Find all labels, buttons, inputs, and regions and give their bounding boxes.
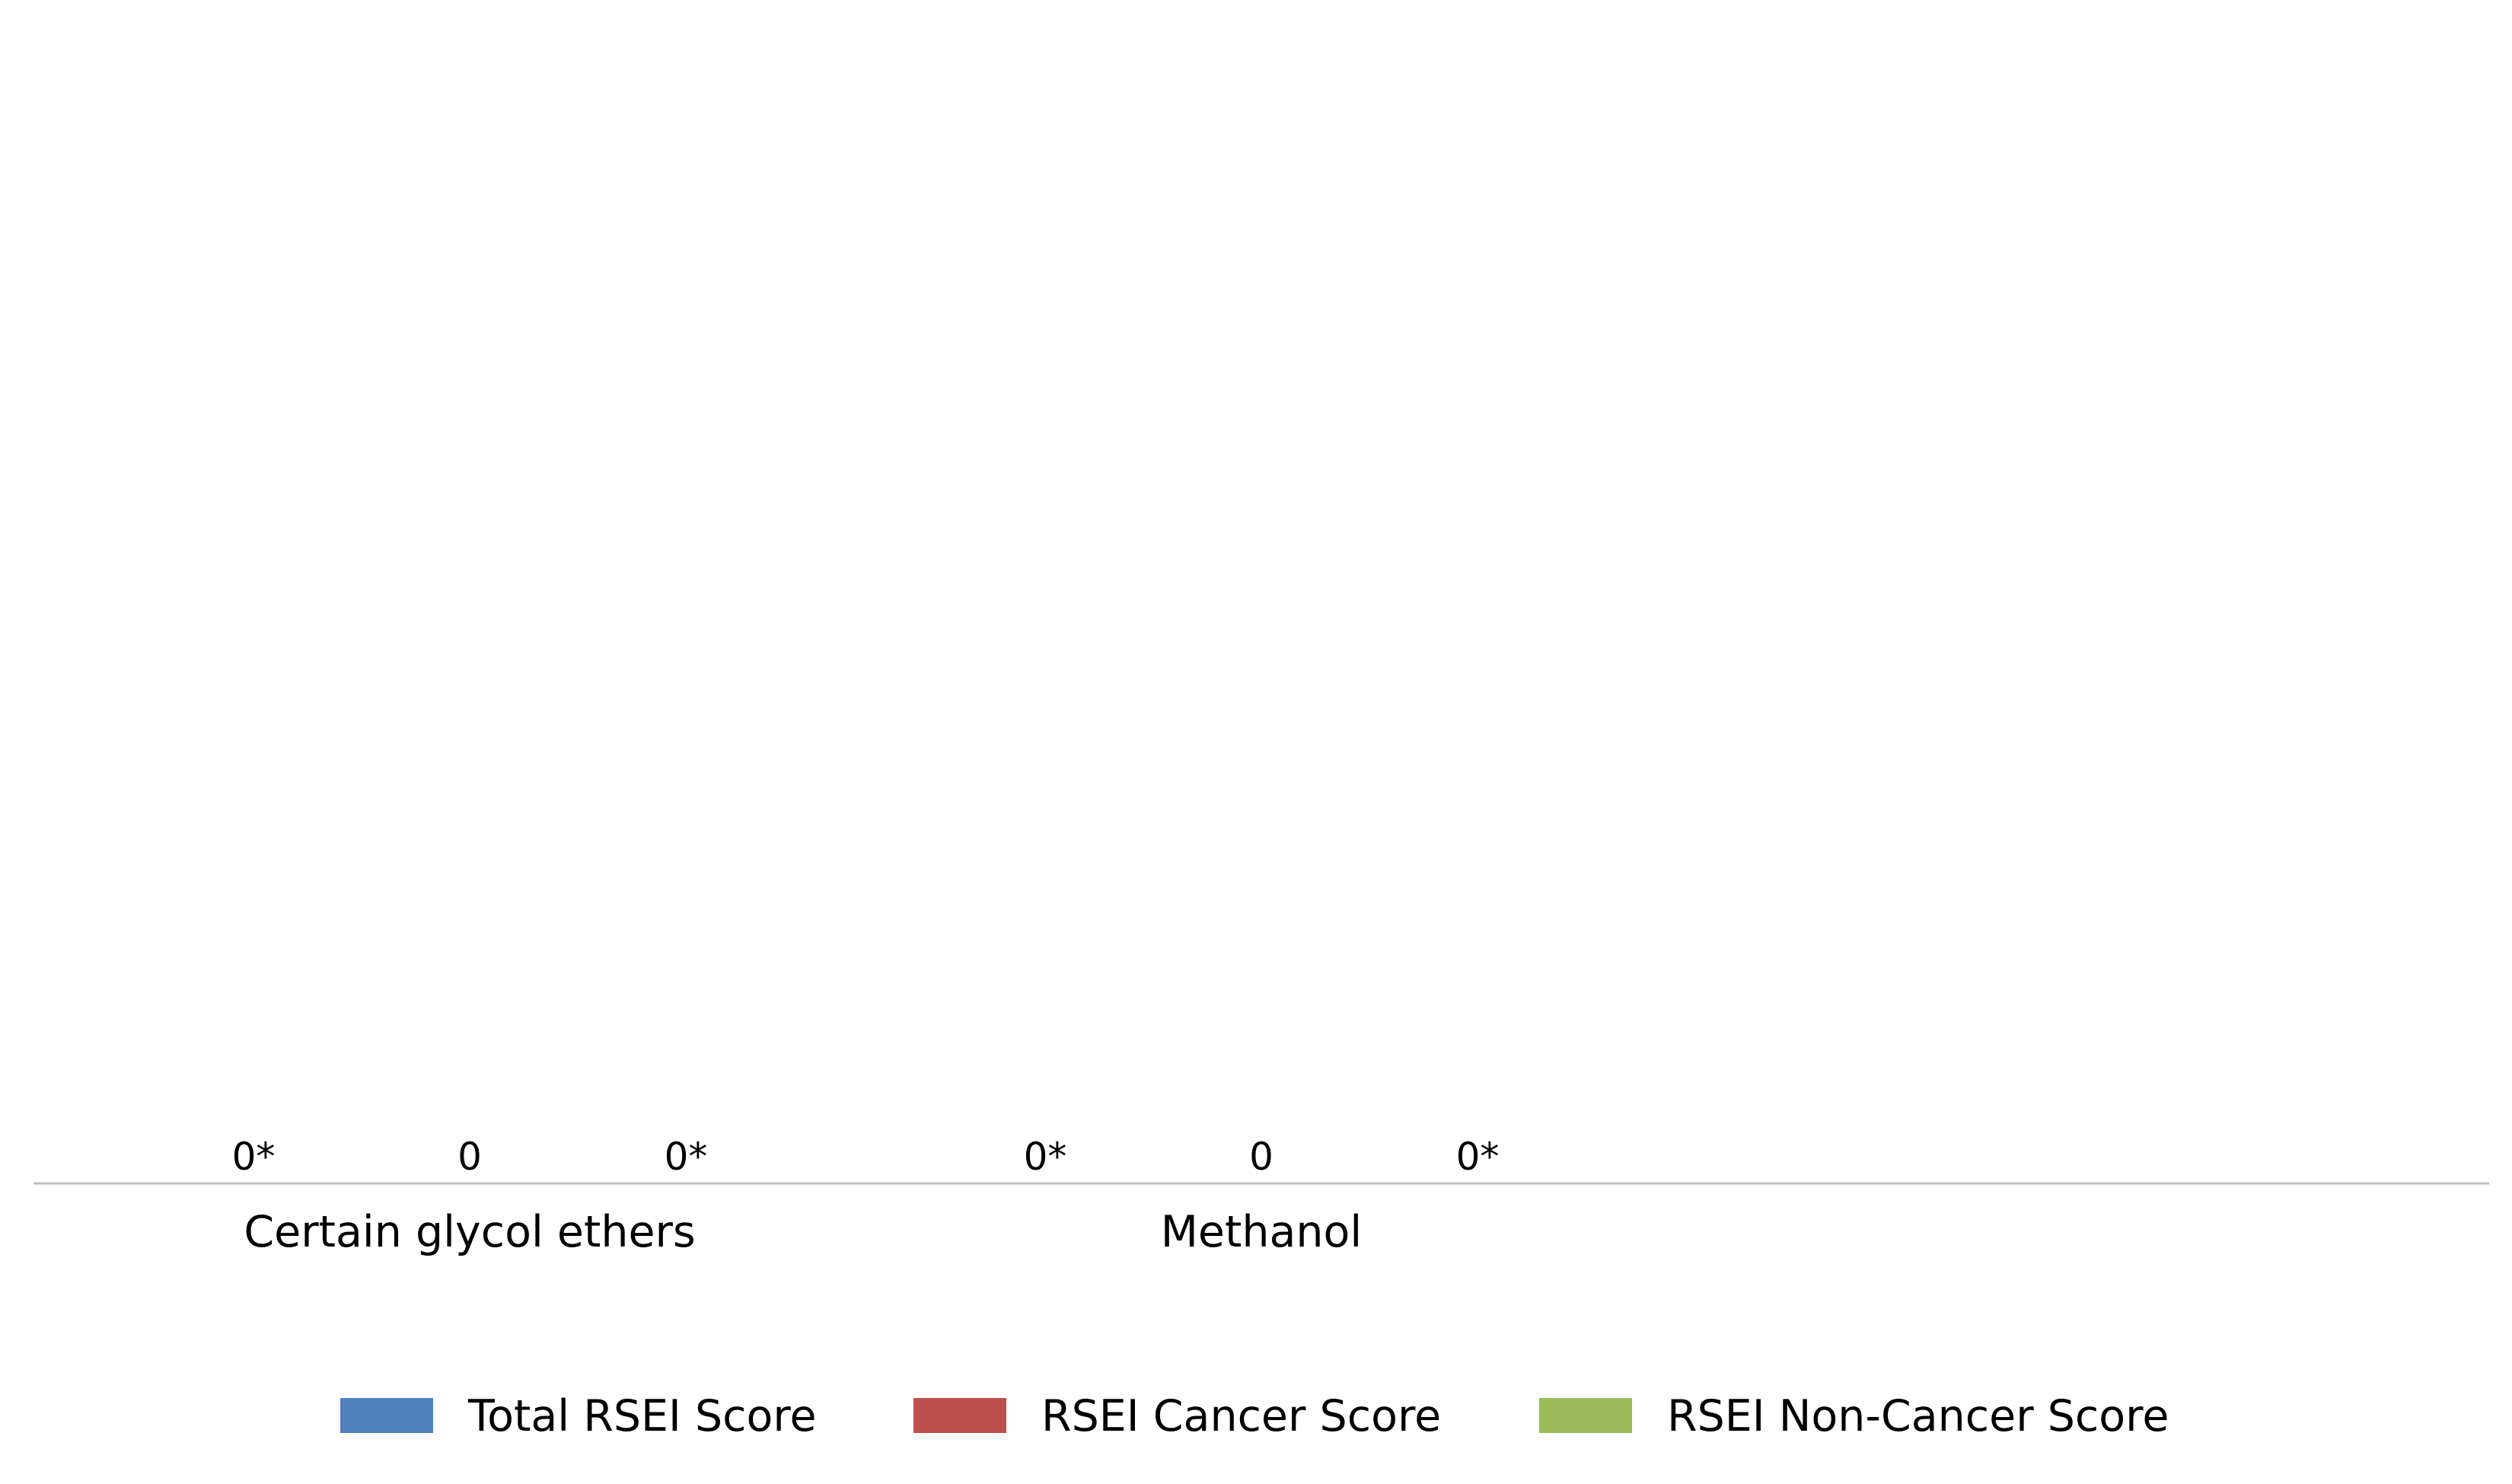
- legend-swatch-2: [1539, 1398, 1632, 1433]
- legend-label-0: Total RSEI Score: [467, 1391, 817, 1441]
- data-label-1-1: 0: [1249, 1135, 1274, 1179]
- data-label-1-2: 0*: [1456, 1135, 1500, 1179]
- legend-item-1: RSEI Cancer Score: [913, 1391, 1441, 1441]
- category-label-0: Certain glycol ethers: [244, 1207, 695, 1257]
- legend-label-1: RSEI Cancer Score: [1041, 1391, 1441, 1441]
- legend-swatch-0: [340, 1398, 433, 1433]
- category-label-1: Methanol: [1161, 1207, 1363, 1257]
- data-label-0-1: 0: [457, 1135, 482, 1179]
- legend-item-0: Total RSEI Score: [340, 1391, 817, 1441]
- data-label-0-2: 0*: [665, 1135, 708, 1179]
- data-label-0-0: 0*: [232, 1135, 276, 1179]
- data-labels: 0* 0 0* 0* 0 0*: [232, 1135, 1500, 1179]
- category-labels: Certain glycol ethers Methanol: [244, 1207, 1362, 1257]
- data-label-1-0: 0*: [1024, 1135, 1067, 1179]
- legend: Total RSEI Score RSEI Cancer Score RSEI No…: [340, 1391, 2169, 1441]
- legend-item-2: RSEI Non-Cancer Score: [1539, 1391, 2169, 1441]
- legend-label-2: RSEI Non-Cancer Score: [1667, 1391, 2169, 1441]
- legend-swatch-1: [913, 1398, 1006, 1433]
